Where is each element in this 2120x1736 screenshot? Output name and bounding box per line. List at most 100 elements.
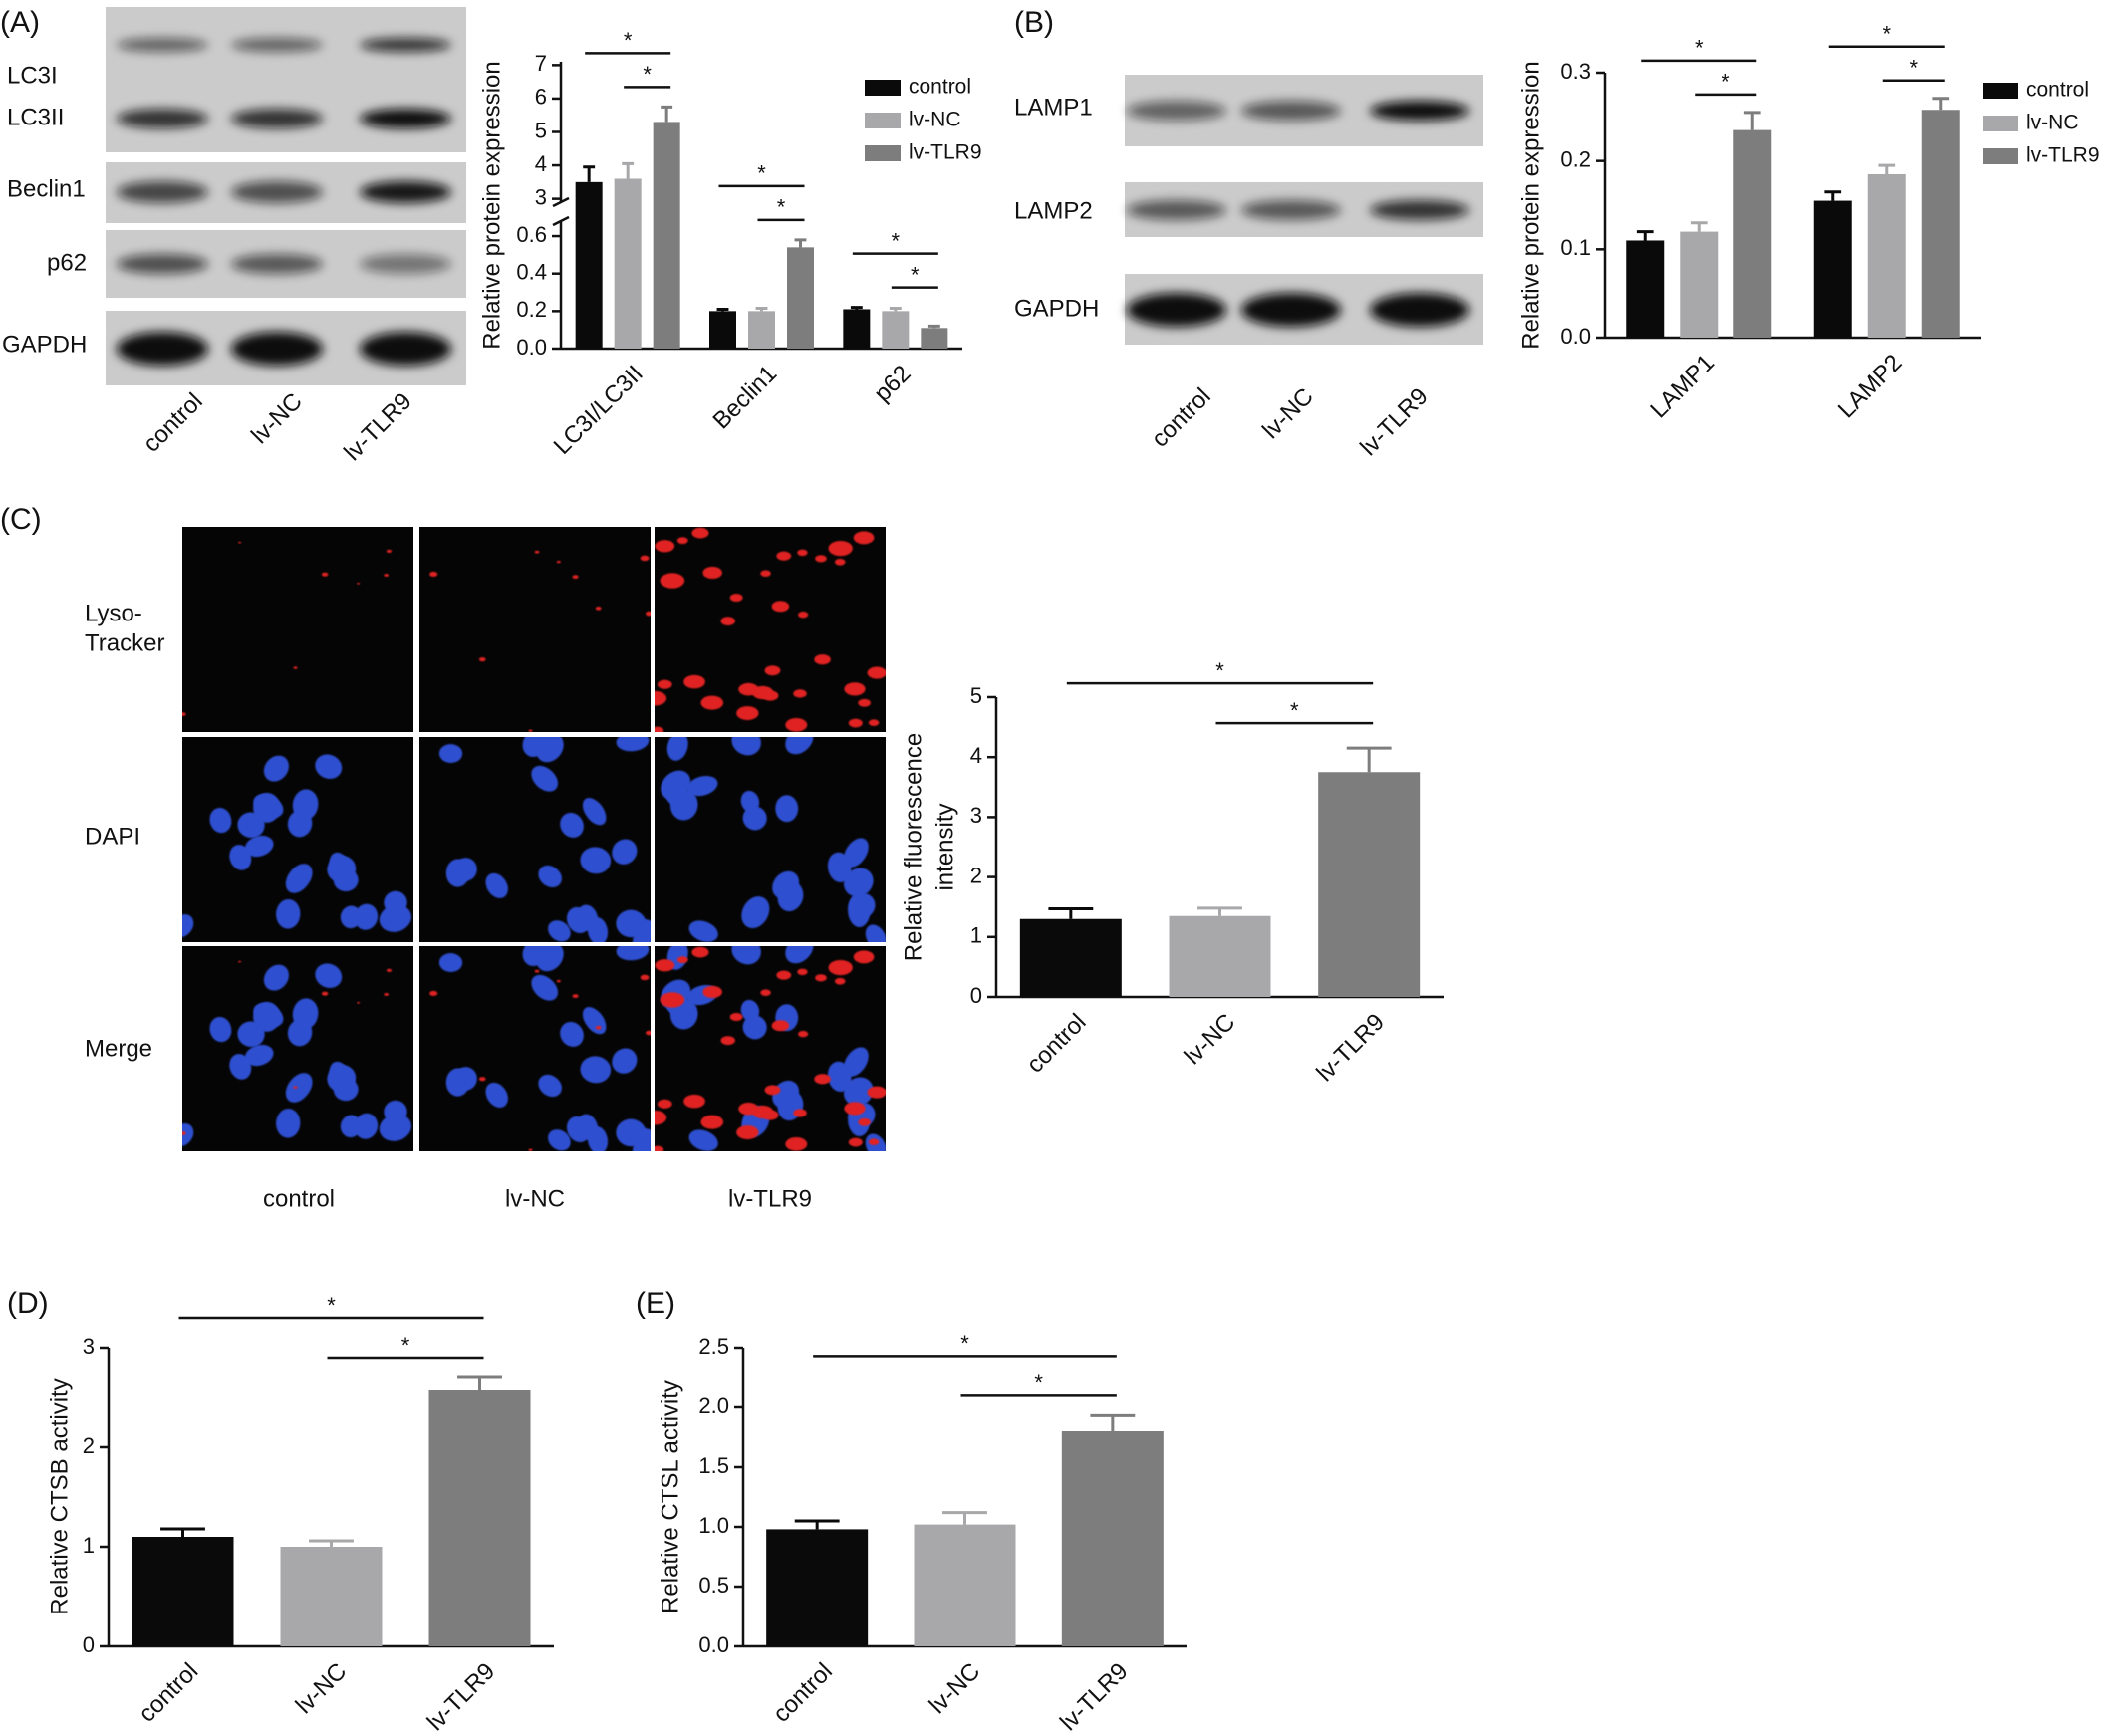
blot-band xyxy=(231,254,323,274)
blot-band xyxy=(360,109,451,128)
significance-label: * xyxy=(643,62,652,87)
y-axis-label: Relative CTSL activity xyxy=(657,1380,683,1613)
lysosome xyxy=(182,712,186,716)
micrograph xyxy=(182,946,413,1151)
error-bar xyxy=(1690,221,1708,232)
nucleus xyxy=(688,1129,718,1151)
row-label: Lyso- xyxy=(85,600,142,626)
error-bar xyxy=(794,238,807,248)
nucleus xyxy=(538,1074,562,1098)
error-bar xyxy=(942,1511,987,1525)
nucleus xyxy=(263,964,289,991)
nucleus xyxy=(285,1073,313,1103)
lysosome xyxy=(572,994,579,999)
y-tick-label: 0.0 xyxy=(698,1632,729,1657)
lysosome xyxy=(478,657,486,662)
lysosome xyxy=(660,992,685,1008)
blot-band xyxy=(231,109,323,128)
lysosome xyxy=(844,682,866,696)
lysosome xyxy=(729,1012,743,1021)
y-tick-label: 1 xyxy=(83,1533,95,1558)
lysosome xyxy=(815,555,827,563)
nucleus xyxy=(560,1021,584,1047)
y-tick-label: 2 xyxy=(83,1433,95,1458)
lysosome xyxy=(534,550,540,554)
nucleus xyxy=(742,1015,767,1040)
lysosome xyxy=(793,1109,807,1117)
bar xyxy=(1019,918,1122,997)
blot-band xyxy=(231,332,323,366)
lysosome xyxy=(683,674,705,689)
significance-label: * xyxy=(1215,658,1224,683)
micrograph xyxy=(419,527,651,732)
lysosome xyxy=(771,601,790,613)
lysosome xyxy=(868,719,880,726)
band-label: GAPDH xyxy=(1014,295,1099,322)
nucleus xyxy=(785,737,814,755)
bar xyxy=(1813,200,1852,338)
nucleus xyxy=(666,737,688,761)
nucleus xyxy=(843,868,874,897)
nucleus xyxy=(522,946,547,967)
bar xyxy=(1680,231,1719,338)
lysosome xyxy=(238,541,242,544)
lysosome xyxy=(384,992,389,996)
blot-band xyxy=(1127,101,1226,121)
micrograph xyxy=(182,527,413,732)
y-tick-label: 7 xyxy=(535,51,547,76)
bar xyxy=(748,311,775,349)
bar xyxy=(614,178,642,349)
significance-label: * xyxy=(892,228,901,253)
lysosome xyxy=(556,560,561,564)
nucleus xyxy=(531,765,559,792)
blot-band xyxy=(1370,200,1469,220)
image-content xyxy=(655,946,886,1151)
lysosome xyxy=(321,572,329,577)
nucleus xyxy=(548,920,571,942)
bar xyxy=(787,247,814,349)
column-label: control xyxy=(263,1185,335,1212)
bar xyxy=(914,1524,1016,1646)
error-bar xyxy=(309,1539,354,1547)
y-tick-label: 2.0 xyxy=(698,1393,729,1418)
bar xyxy=(1733,129,1772,338)
lysosome xyxy=(702,985,722,999)
nucleus xyxy=(485,872,508,898)
nucleus xyxy=(315,963,343,989)
lysosome xyxy=(528,729,533,732)
nucleus xyxy=(244,835,274,858)
lysosome xyxy=(691,946,709,958)
nucleus xyxy=(182,914,194,938)
y-tick-label: 0.0 xyxy=(1560,324,1591,349)
image-bg xyxy=(655,527,886,732)
error-bar xyxy=(583,165,596,182)
nucleus xyxy=(843,1047,869,1077)
lysosome xyxy=(853,950,875,964)
error-bar xyxy=(622,161,635,179)
nucleus xyxy=(580,847,612,874)
significance-label: * xyxy=(1722,70,1730,95)
lysosome xyxy=(595,1025,602,1030)
blot-band xyxy=(117,254,208,274)
blot-band xyxy=(360,181,451,203)
blot-band xyxy=(117,332,208,366)
nucleus xyxy=(843,1077,874,1107)
legend-swatch xyxy=(865,113,901,128)
lysosome xyxy=(357,1001,361,1004)
significance-label: * xyxy=(327,1293,336,1318)
nucleus xyxy=(244,1044,274,1067)
nucleus xyxy=(287,1019,313,1047)
lysosome xyxy=(640,974,650,981)
lysosome xyxy=(868,1138,880,1145)
nucleus xyxy=(669,789,698,821)
band-label: LAMP2 xyxy=(1014,197,1093,224)
lysosome xyxy=(834,977,846,985)
lysosome xyxy=(776,970,792,980)
band-label: Beclin1 xyxy=(7,175,86,202)
nucleus xyxy=(741,896,770,929)
lysosome xyxy=(293,666,298,669)
lysosome xyxy=(736,706,759,721)
y-tick-label: 0.6 xyxy=(516,222,547,247)
lysosome xyxy=(534,969,540,973)
blot-band xyxy=(117,38,208,52)
